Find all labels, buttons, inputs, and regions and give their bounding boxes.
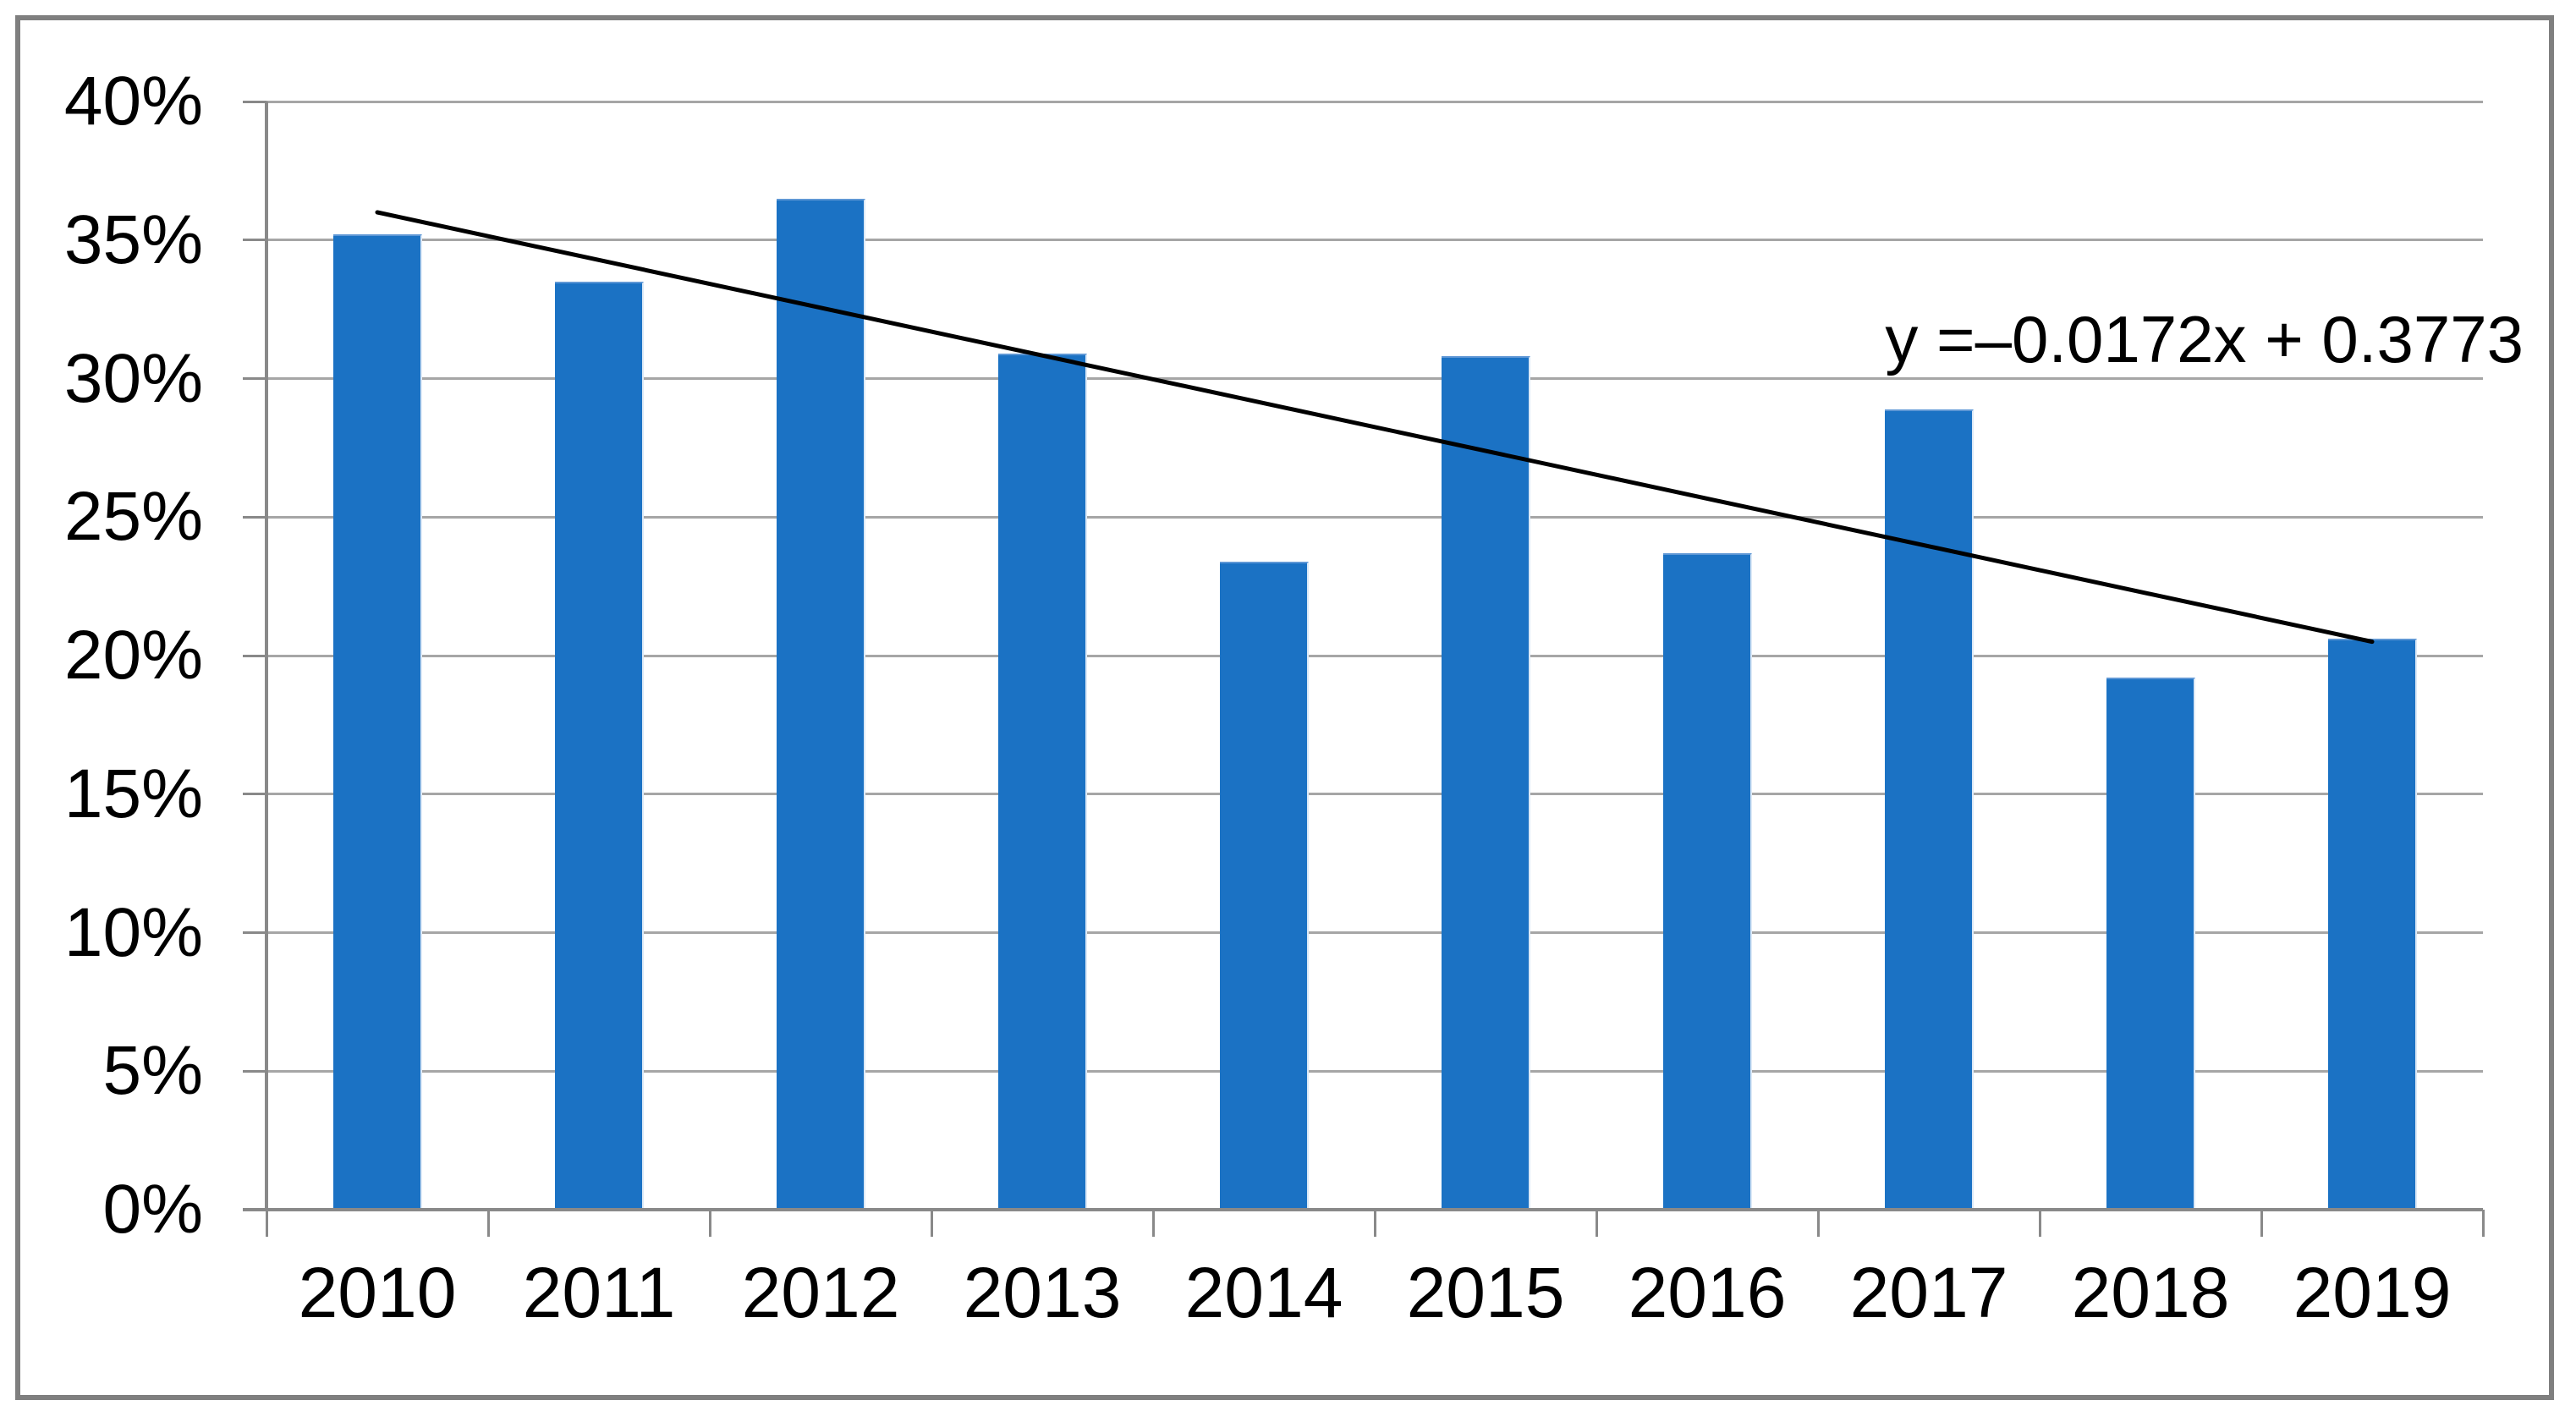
y-axis-tick	[243, 377, 266, 380]
trendline-equation-label: y =–0.0172x + 0.3773	[1885, 302, 2524, 376]
y-axis-tick	[243, 1069, 266, 1073]
x-axis-label-2011: 2011	[522, 1253, 676, 1332]
y-axis-tick-label: 30%	[63, 339, 203, 417]
y-axis-tick-label: 5%	[102, 1032, 203, 1110]
x-axis-tick	[1816, 1210, 1820, 1237]
x-axis-label-2016: 2016	[1628, 1253, 1787, 1332]
x-axis-label-2015: 2015	[1406, 1253, 1565, 1332]
x-axis-label-2017: 2017	[1849, 1253, 2008, 1332]
bar-2014	[1219, 561, 1309, 1210]
y-axis-tick	[243, 515, 266, 519]
x-axis-tick	[708, 1210, 711, 1237]
x-axis-tick	[2038, 1210, 2041, 1237]
gridline	[266, 654, 2483, 657]
y-axis-tick	[243, 100, 266, 103]
bar-2010	[332, 234, 422, 1210]
x-axis-label-2019: 2019	[2293, 1253, 2452, 1332]
chart-outer-border	[15, 15, 2554, 1400]
x-axis-label-2018: 2018	[2071, 1253, 2230, 1332]
bar-2011	[554, 281, 644, 1210]
bar-2016	[1662, 552, 1752, 1210]
x-axis-line	[243, 1208, 2483, 1211]
bar-2017	[1884, 409, 1974, 1210]
x-axis-tick	[1595, 1210, 1598, 1237]
y-axis-line	[265, 102, 268, 1211]
gridline	[266, 931, 2483, 934]
x-axis-tick	[930, 1210, 933, 1237]
x-axis-tick	[2481, 1210, 2485, 1237]
y-axis-tick-label: 40%	[63, 63, 203, 140]
y-axis-tick	[243, 793, 266, 796]
bar-2012	[776, 198, 865, 1210]
x-axis-tick	[486, 1210, 490, 1237]
x-axis-label-2010: 2010	[298, 1253, 457, 1332]
x-axis-tick	[1373, 1210, 1376, 1237]
gridline	[266, 793, 2483, 796]
y-axis-tick-label: 10%	[63, 893, 203, 971]
y-axis-tick	[243, 654, 266, 657]
x-axis-label-2014: 2014	[1184, 1253, 1343, 1332]
y-axis-tick-label: 20%	[63, 617, 203, 694]
y-axis-tick	[243, 239, 266, 242]
x-axis-tick	[265, 1210, 268, 1237]
x-axis-label-2013: 2013	[963, 1253, 1122, 1332]
x-axis-label-2012: 2012	[741, 1253, 900, 1332]
x-axis-tick	[1151, 1210, 1155, 1237]
bar-2018	[2106, 678, 2195, 1210]
gridline	[266, 239, 2483, 242]
y-axis-tick-label: 35%	[63, 200, 203, 278]
bar-2019	[2327, 639, 2417, 1210]
y-axis-tick	[243, 931, 266, 934]
bar-2013	[997, 354, 1087, 1210]
bar-2015	[1441, 356, 1530, 1210]
y-axis-tick-label: 0%	[102, 1171, 203, 1248]
y-axis-tick-label: 15%	[63, 755, 203, 832]
y-axis-tick-label: 25%	[63, 478, 203, 556]
gridline	[266, 100, 2483, 103]
gridline	[266, 1069, 2483, 1073]
x-axis-tick	[2260, 1210, 2263, 1237]
